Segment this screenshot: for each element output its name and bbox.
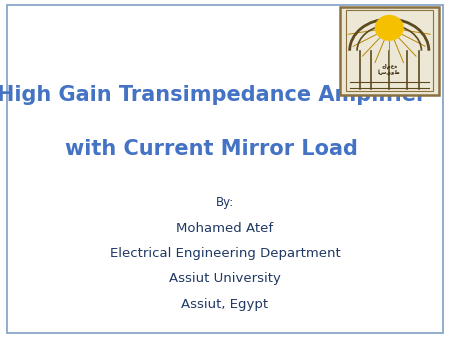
Text: Mohamed Atef: Mohamed Atef (176, 222, 274, 235)
Text: Electrical Engineering Department: Electrical Engineering Department (110, 247, 340, 260)
Text: By:: By: (216, 196, 234, 209)
Text: with Current Mirror Load: with Current Mirror Load (65, 139, 358, 159)
Text: High Gain Transimpedance Amplifier: High Gain Transimpedance Amplifier (0, 84, 426, 105)
Text: جامعة
أسيوط: جامعة أسيوط (378, 64, 400, 76)
Circle shape (375, 16, 403, 40)
FancyBboxPatch shape (340, 7, 439, 95)
Text: Assiut, Egypt: Assiut, Egypt (181, 298, 269, 311)
Text: Assiut University: Assiut University (169, 272, 281, 285)
